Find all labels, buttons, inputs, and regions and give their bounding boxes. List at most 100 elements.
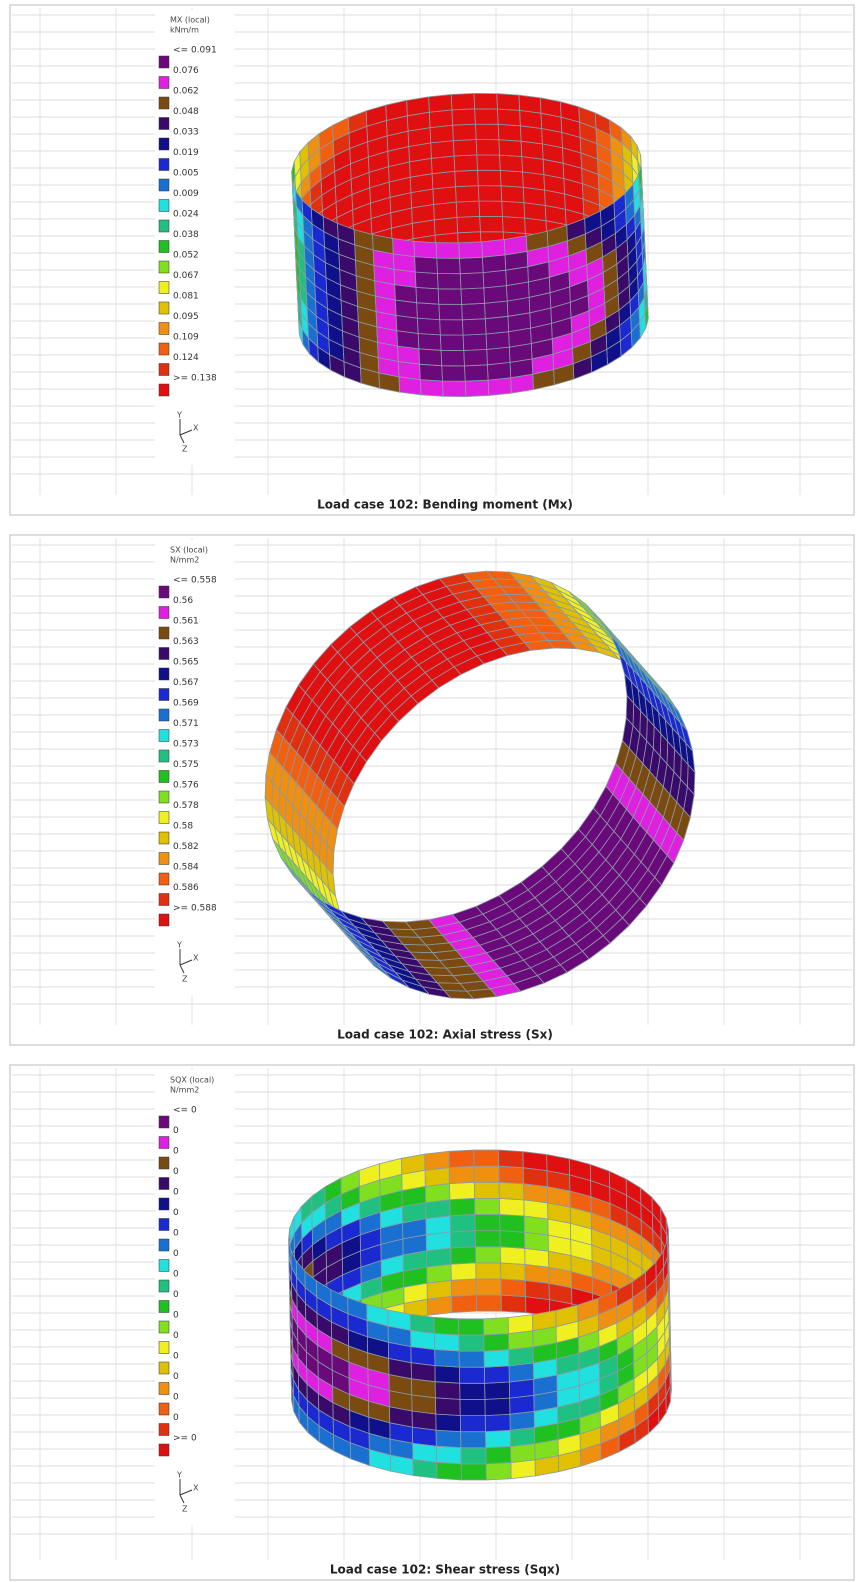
legend-title: MX (local) [170, 16, 210, 25]
legend-label: 0 [173, 1393, 179, 1403]
mesh-element [425, 1168, 450, 1187]
legend-swatch [159, 1219, 169, 1231]
legend-swatch [159, 1424, 169, 1436]
legend-swatch [159, 607, 169, 619]
legend-label: 0 [173, 1270, 179, 1280]
mesh-element [501, 1279, 526, 1297]
legend-label: 0.048 [173, 107, 199, 117]
legend-swatch [159, 159, 169, 171]
mesh-element [476, 1279, 501, 1295]
mesh-element [461, 1432, 486, 1448]
mesh-element [461, 1464, 486, 1480]
legend-swatch [159, 118, 169, 130]
mesh-element [420, 380, 443, 397]
mesh-element [479, 201, 503, 217]
mesh-element [465, 380, 489, 397]
mesh-element [482, 255, 505, 273]
mesh-element [487, 362, 510, 380]
mesh-element [488, 378, 511, 396]
legend-swatch [159, 56, 169, 68]
legend-label: 0.038 [173, 230, 199, 240]
mesh-element [454, 155, 478, 171]
legend-label: 0.019 [173, 148, 199, 158]
legend-label: 0.565 [173, 658, 199, 668]
mesh-element [460, 257, 484, 274]
legend-swatch [159, 282, 169, 294]
mesh-element [460, 1399, 485, 1415]
legend-swatch [159, 791, 169, 803]
legend-label: 0.578 [173, 801, 199, 811]
legend-label: 0.005 [173, 169, 199, 179]
legend-swatch [159, 627, 169, 639]
legend-label: 0 [173, 1229, 179, 1239]
legend-label: 0.081 [173, 292, 199, 302]
legend-swatch [159, 241, 169, 253]
mesh-element [437, 1462, 462, 1480]
legend-swatch [159, 1157, 169, 1169]
mesh-element [450, 1198, 475, 1216]
legend-title: SX (local) [170, 546, 208, 555]
mesh-element [484, 1366, 509, 1384]
mesh-element [511, 1460, 536, 1479]
legend-swatch [159, 179, 169, 191]
legend-swatch [159, 343, 169, 355]
axis-label: Z [182, 445, 188, 454]
legend-label: 0.109 [173, 333, 199, 343]
axis-label: X [193, 1484, 199, 1493]
mesh-element [449, 1166, 474, 1184]
mesh-element [460, 273, 484, 289]
mesh-element [459, 1319, 484, 1335]
legend-label: 0 [173, 1249, 179, 1259]
axis-label: Y [176, 411, 182, 420]
legend-label: >= 0 [173, 1434, 197, 1444]
mesh-element [451, 1279, 476, 1297]
legend-label: 0.563 [173, 637, 199, 647]
mesh-element [461, 1448, 486, 1464]
mesh-element [508, 1315, 533, 1334]
mesh-element [451, 93, 475, 110]
mesh-element [439, 304, 463, 320]
legend-swatch [159, 1362, 169, 1374]
legend-swatch [159, 302, 169, 314]
axis-label: Z [182, 1505, 188, 1514]
mesh-element [427, 1296, 452, 1315]
legend-swatch [159, 750, 169, 762]
mesh-element [438, 289, 462, 305]
mesh-element [420, 364, 443, 381]
legend-label: 0.56 [173, 596, 193, 606]
legend-label: 0.561 [173, 617, 199, 627]
legend-label: 0.569 [173, 699, 199, 709]
result-panel: SQX (local)N/mm2<= 0000000000000000>= 0Y… [10, 1065, 854, 1580]
mesh-element [480, 216, 504, 232]
legend-swatch [159, 853, 169, 865]
mesh-element [476, 1295, 501, 1311]
legend-label: 0 [173, 1413, 179, 1423]
legend-swatch [159, 709, 169, 721]
legend-swatch [159, 364, 169, 376]
mesh-element [511, 1444, 536, 1463]
mesh-element [474, 1182, 499, 1198]
mesh-element [486, 1446, 511, 1464]
legend-label: <= 0.091 [173, 46, 217, 56]
legend-swatch [159, 771, 169, 783]
mesh-element [500, 1247, 525, 1265]
mesh-element [476, 140, 499, 156]
result-panel: MX (local)kNm/m<= 0.0910.0760.0620.0480.… [10, 5, 854, 515]
mesh-element [503, 217, 526, 234]
mesh-element [499, 1150, 524, 1168]
legend-swatch [159, 873, 169, 885]
mesh-element [459, 1335, 484, 1351]
mesh-element [426, 1232, 451, 1251]
mesh-element [437, 258, 461, 274]
mesh-element [443, 381, 467, 397]
mesh-element [430, 125, 453, 143]
mesh-element [475, 1214, 500, 1230]
mesh-element [508, 1331, 533, 1350]
legend-swatch [159, 1198, 169, 1210]
mesh-element [451, 1263, 476, 1281]
mesh-element [501, 186, 524, 203]
legend-swatch [159, 1280, 169, 1292]
mesh-element [462, 319, 486, 335]
mesh-element [425, 1184, 450, 1203]
mesh-element [510, 1395, 534, 1414]
